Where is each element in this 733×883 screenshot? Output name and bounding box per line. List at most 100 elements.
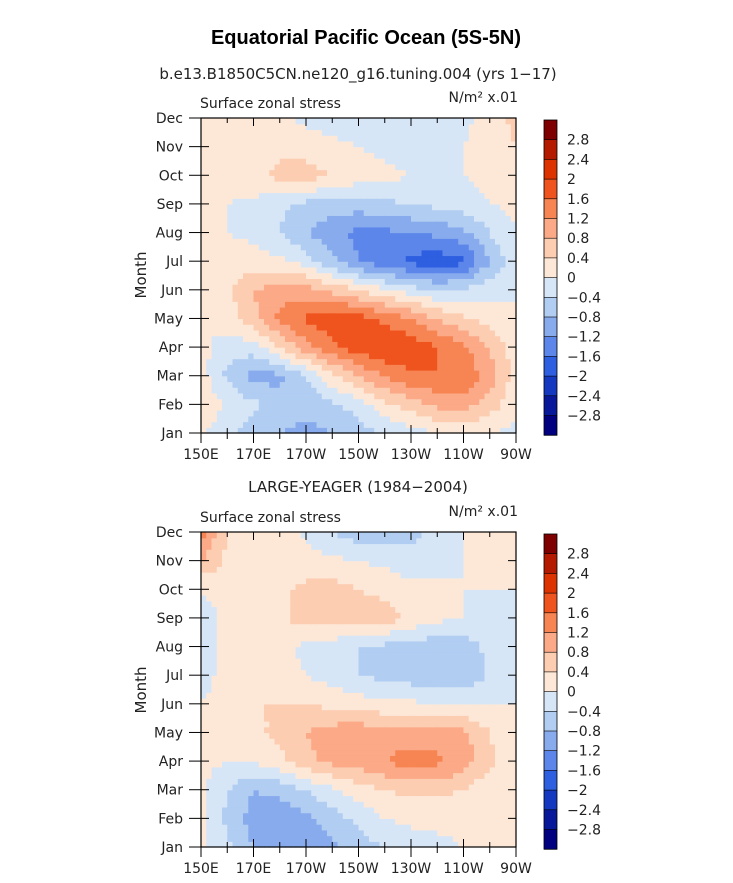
heatmap-cell bbox=[237, 284, 244, 291]
heatmap-cell bbox=[442, 370, 449, 377]
heatmap-cell bbox=[269, 312, 276, 320]
heatmap-cell bbox=[348, 289, 354, 297]
heatmap-cell bbox=[453, 209, 459, 216]
heatmap-cell bbox=[248, 841, 255, 848]
heatmap-cell bbox=[274, 341, 281, 348]
heatmap-cell bbox=[390, 272, 396, 279]
heatmap-cell bbox=[222, 381, 228, 388]
heatmap-cell bbox=[316, 278, 323, 285]
heatmap-cell bbox=[416, 255, 423, 262]
heatmap-cell bbox=[474, 335, 480, 342]
heatmap-cell bbox=[279, 289, 286, 297]
heatmap-cell bbox=[405, 732, 412, 739]
heatmap-cell bbox=[437, 329, 444, 337]
heatmap-cell bbox=[390, 404, 396, 411]
heatmap-cell bbox=[285, 221, 291, 228]
heatmap-cell bbox=[421, 232, 428, 239]
heatmap-cell bbox=[253, 387, 260, 394]
heatmap-cell bbox=[253, 272, 260, 279]
heatmap-cell bbox=[474, 158, 480, 165]
heatmap-cell bbox=[468, 721, 475, 728]
heatmap-cell bbox=[384, 703, 391, 711]
heatmap-cell bbox=[358, 410, 365, 417]
heatmap-cell bbox=[384, 778, 391, 785]
heatmap-cell bbox=[432, 123, 438, 131]
heatmap-cell bbox=[248, 244, 255, 251]
heatmap-cell bbox=[384, 335, 391, 342]
heatmap-cell bbox=[290, 123, 297, 131]
heatmap-cell bbox=[474, 410, 480, 417]
heatmap-cell bbox=[300, 249, 307, 257]
heatmap-cell bbox=[432, 198, 438, 205]
heatmap-cell bbox=[201, 789, 207, 797]
heatmap-cell bbox=[369, 421, 375, 428]
heatmap-cell bbox=[337, 284, 344, 291]
heatmap-cell bbox=[453, 415, 459, 423]
heatmap-cell bbox=[484, 226, 491, 234]
heatmap-cell bbox=[232, 347, 239, 354]
heatmap-cell bbox=[237, 709, 244, 716]
heatmap-cell bbox=[248, 146, 255, 153]
heatmap-cell bbox=[269, 743, 276, 751]
heatmap-cell bbox=[206, 261, 213, 268]
heatmap-cell bbox=[300, 392, 307, 400]
heatmap-cell bbox=[274, 703, 281, 711]
heatmap-cell bbox=[426, 186, 433, 194]
heatmap-cell bbox=[421, 410, 428, 417]
heatmap-cell bbox=[306, 784, 312, 791]
heatmap-cell bbox=[510, 307, 517, 314]
heatmap-cell bbox=[484, 295, 491, 302]
heatmap-cell bbox=[390, 284, 396, 291]
heatmap-cell bbox=[337, 232, 344, 239]
heatmap-cell bbox=[201, 347, 207, 354]
heatmap-cell bbox=[458, 284, 465, 291]
heatmap-cell bbox=[206, 135, 213, 142]
heatmap-cell bbox=[321, 415, 328, 423]
heatmap-cell bbox=[337, 175, 344, 182]
heatmap-cell bbox=[437, 341, 444, 348]
heatmap-cell bbox=[216, 692, 223, 699]
heatmap-cell bbox=[421, 158, 428, 165]
heatmap-cell bbox=[374, 123, 381, 131]
heatmap-cell bbox=[300, 261, 307, 268]
heatmap-cell bbox=[327, 232, 333, 239]
heatmap-cell bbox=[442, 226, 449, 234]
heatmap-cell bbox=[206, 824, 213, 831]
heatmap-cell bbox=[421, 324, 428, 331]
heatmap-cell bbox=[306, 812, 312, 819]
heatmap-cell bbox=[290, 352, 297, 360]
heatmap-cell bbox=[327, 387, 333, 394]
heatmap-cell bbox=[342, 324, 349, 331]
heatmap-cell bbox=[405, 709, 412, 716]
heatmap-cell bbox=[243, 278, 249, 285]
heatmap-cell bbox=[311, 709, 318, 716]
heatmap-cell bbox=[342, 375, 349, 383]
heatmap-cell bbox=[253, 352, 260, 360]
heatmap-cell bbox=[510, 824, 517, 831]
heatmap-cell bbox=[489, 135, 496, 142]
heatmap-cell bbox=[358, 766, 365, 774]
heatmap-cell bbox=[500, 186, 507, 194]
heatmap-cell bbox=[384, 755, 391, 762]
heatmap-cell bbox=[510, 410, 517, 417]
heatmap-cell bbox=[363, 364, 370, 371]
heatmap-cell bbox=[274, 232, 281, 239]
heatmap-cell bbox=[306, 709, 312, 716]
heatmap-cell bbox=[426, 244, 433, 251]
heatmap-cell bbox=[500, 421, 507, 428]
heatmap-cell bbox=[290, 249, 297, 257]
y-tick-label: Sep bbox=[157, 197, 184, 213]
heatmap-cell bbox=[253, 829, 260, 837]
heatmap-cell bbox=[400, 703, 407, 711]
heatmap-cell bbox=[400, 766, 407, 774]
heatmap-cell bbox=[274, 295, 281, 302]
heatmap-cell bbox=[227, 841, 234, 848]
heatmap-cell bbox=[405, 266, 412, 274]
heatmap-cell bbox=[363, 152, 370, 159]
heatmap-cell bbox=[332, 118, 339, 125]
heatmap-cell bbox=[432, 404, 438, 411]
heatmap-cell bbox=[379, 755, 386, 762]
heatmap-cell bbox=[227, 192, 234, 199]
heatmap-cell bbox=[379, 398, 386, 405]
colorbar-swatch bbox=[544, 317, 557, 338]
